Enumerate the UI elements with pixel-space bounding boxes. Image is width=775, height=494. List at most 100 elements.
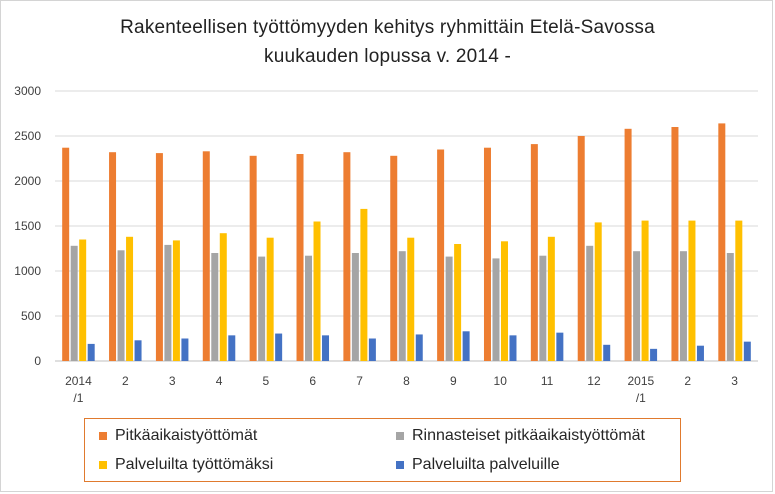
legend-label: Palveluilta työttömäksi bbox=[115, 456, 274, 473]
bar-palveluilta-palveluille-1 bbox=[134, 340, 142, 361]
bar-palveluilta-palveluille-7 bbox=[415, 334, 423, 361]
bar-palveluilta-palveluille-0 bbox=[87, 343, 95, 361]
bar-palveluilta-palveluille-11 bbox=[603, 344, 611, 361]
x-tick-label-line: /1 bbox=[636, 391, 646, 405]
bar-pitkäaikaistyöttömät-6 bbox=[343, 152, 351, 361]
bar-pitkäaikaistyöttömät-1 bbox=[109, 152, 117, 361]
bar-rinnasteiset-pitkäaikaistyöttömät-10 bbox=[539, 255, 547, 361]
x-tick-label: 10 bbox=[494, 374, 508, 388]
chart-title-line-1: Rakenteellisen työttömyyden kehitys ryhm… bbox=[120, 17, 655, 38]
x-tick-label: 2 bbox=[122, 374, 129, 388]
bar-palveluilta-työttömäksi-2 bbox=[172, 240, 180, 361]
bar-pitkäaikaistyöttömät-11 bbox=[577, 136, 585, 361]
bar-palveluilta-työttömäksi-5 bbox=[313, 221, 321, 361]
bar-rinnasteiset-pitkäaikaistyöttömät-6 bbox=[351, 253, 359, 361]
bar-rinnasteiset-pitkäaikaistyöttömät-4 bbox=[258, 256, 266, 361]
bar-rinnasteiset-pitkäaikaistyöttömät-13 bbox=[679, 251, 687, 361]
bar-palveluilta-palveluille-10 bbox=[556, 332, 564, 361]
bar-palveluilta-työttömäksi-1 bbox=[126, 236, 134, 361]
x-tick-label-line: 5 bbox=[263, 374, 270, 388]
bar-pitkäaikaistyöttömät-7 bbox=[390, 155, 398, 361]
x-tick-label-line: /1 bbox=[73, 391, 83, 405]
legend-item-palveluilta-palveluille: Palveluilta palveluille bbox=[396, 456, 560, 474]
bar-palveluilta-työttömäksi-13 bbox=[688, 220, 696, 361]
bar-pitkäaikaistyöttömät-4 bbox=[249, 155, 257, 361]
x-tick-label: 5 bbox=[263, 374, 270, 388]
x-tick-label-line: 2015 bbox=[627, 374, 654, 388]
x-tick-label: 3 bbox=[169, 374, 176, 388]
x-tick-label-line: 3 bbox=[731, 374, 738, 388]
x-tick-label-line: 6 bbox=[309, 374, 316, 388]
bar-rinnasteiset-pitkäaikaistyöttömät-7 bbox=[398, 251, 406, 361]
y-tick-label: 500 bbox=[21, 309, 41, 323]
bar-palveluilta-palveluille-14 bbox=[743, 341, 751, 361]
bar-palveluilta-palveluille-2 bbox=[181, 338, 189, 361]
y-tick-label: 2500 bbox=[14, 129, 41, 143]
x-tick-label-line: 10 bbox=[494, 374, 508, 388]
x-tick-label: 6 bbox=[309, 374, 316, 388]
legend-label: Rinnasteiset pitkäaikaistyöttömät bbox=[412, 427, 645, 444]
bar-pitkäaikaistyöttömät-2 bbox=[155, 153, 163, 361]
x-axis-tick-labels: 2014/1 2 3 4 5 6 7 8 9 10 11 12 2015/1 2 3 bbox=[65, 374, 738, 405]
legend-swatch bbox=[99, 461, 107, 469]
y-tick-label: 2000 bbox=[14, 174, 41, 188]
bar-palveluilta-työttömäksi-10 bbox=[547, 236, 555, 361]
legend-label: Palveluilta palveluille bbox=[412, 456, 560, 473]
x-tick-label-line: 8 bbox=[403, 374, 410, 388]
x-tick-label: 2 bbox=[684, 374, 691, 388]
x-tick-label-line: 2014 bbox=[65, 374, 92, 388]
y-tick-label: 1000 bbox=[14, 264, 41, 278]
bar-rinnasteiset-pitkäaikaistyöttömät-1 bbox=[117, 250, 125, 361]
bar-pitkäaikaistyöttömät-8 bbox=[437, 149, 445, 361]
bar-rinnasteiset-pitkäaikaistyöttömät-14 bbox=[726, 253, 734, 361]
bar-palveluilta-palveluille-8 bbox=[462, 331, 470, 361]
bar-palveluilta-työttömäksi-0 bbox=[79, 239, 87, 361]
x-tick-label-line: 12 bbox=[587, 374, 601, 388]
x-tick-label: 4 bbox=[216, 374, 223, 388]
bar-pitkäaikaistyöttömät-13 bbox=[671, 127, 679, 361]
bar-pitkäaikaistyöttömät-5 bbox=[296, 154, 304, 361]
chart-legend: Pitkäaikaistyöttömät Rinnasteiset pitkäa… bbox=[84, 418, 681, 482]
bar-palveluilta-työttömäksi-14 bbox=[735, 220, 743, 361]
legend-swatch bbox=[396, 461, 404, 469]
x-tick-label: 2015/1 bbox=[627, 374, 654, 405]
x-tick-label: 3 bbox=[731, 374, 738, 388]
legend-swatch bbox=[396, 432, 404, 440]
bar-pitkäaikaistyöttömät-14 bbox=[718, 123, 726, 362]
bar-pitkäaikaistyöttömät-9 bbox=[483, 147, 491, 361]
x-tick-label-line: 2 bbox=[684, 374, 691, 388]
y-axis-tick-labels: 0 500 1000 1500 2000 2500 3000 bbox=[14, 84, 41, 368]
bar-pitkäaikaistyöttömät-10 bbox=[530, 144, 538, 361]
x-tick-label-line: 3 bbox=[169, 374, 176, 388]
x-tick-label: 7 bbox=[356, 374, 363, 388]
bar-palveluilta-palveluille-3 bbox=[228, 335, 236, 361]
legend-swatch bbox=[99, 432, 107, 440]
bar-rinnasteiset-pitkäaikaistyöttömät-0 bbox=[70, 245, 78, 361]
bar-pitkäaikaistyöttömät-0 bbox=[62, 147, 70, 361]
x-tick-label-line: 2 bbox=[122, 374, 129, 388]
bar-palveluilta-työttömäksi-7 bbox=[407, 237, 415, 361]
bar-palveluilta-työttömäksi-6 bbox=[360, 208, 368, 361]
bars bbox=[62, 123, 751, 362]
y-tick-label: 1500 bbox=[14, 219, 41, 233]
bar-rinnasteiset-pitkäaikaistyöttömät-3 bbox=[211, 253, 219, 361]
bar-pitkäaikaistyöttömät-12 bbox=[624, 128, 632, 361]
bar-palveluilta-palveluille-4 bbox=[275, 333, 283, 361]
bar-rinnasteiset-pitkäaikaistyöttömät-11 bbox=[586, 245, 594, 361]
legend-item-pitkaaikaistyottomat: Pitkäaikaistyöttömät bbox=[99, 427, 257, 445]
bar-palveluilta-palveluille-6 bbox=[368, 338, 376, 361]
x-tick-label-line: 7 bbox=[356, 374, 363, 388]
x-tick-label: 8 bbox=[403, 374, 410, 388]
x-tick-label-line: 11 bbox=[541, 374, 554, 388]
bar-palveluilta-työttömäksi-3 bbox=[219, 233, 227, 361]
bar-rinnasteiset-pitkäaikaistyöttömät-9 bbox=[492, 258, 500, 361]
bar-rinnasteiset-pitkäaikaistyöttömät-5 bbox=[305, 255, 313, 361]
y-tick-label: 0 bbox=[34, 354, 41, 368]
bar-palveluilta-työttömäksi-9 bbox=[500, 241, 508, 361]
bar-rinnasteiset-pitkäaikaistyöttömät-2 bbox=[164, 244, 172, 361]
bar-palveluilta-palveluille-13 bbox=[696, 345, 704, 361]
y-tick-label: 3000 bbox=[14, 84, 41, 98]
x-tick-label: 2014/1 bbox=[65, 374, 92, 405]
bar-palveluilta-työttömäksi-8 bbox=[454, 244, 462, 361]
